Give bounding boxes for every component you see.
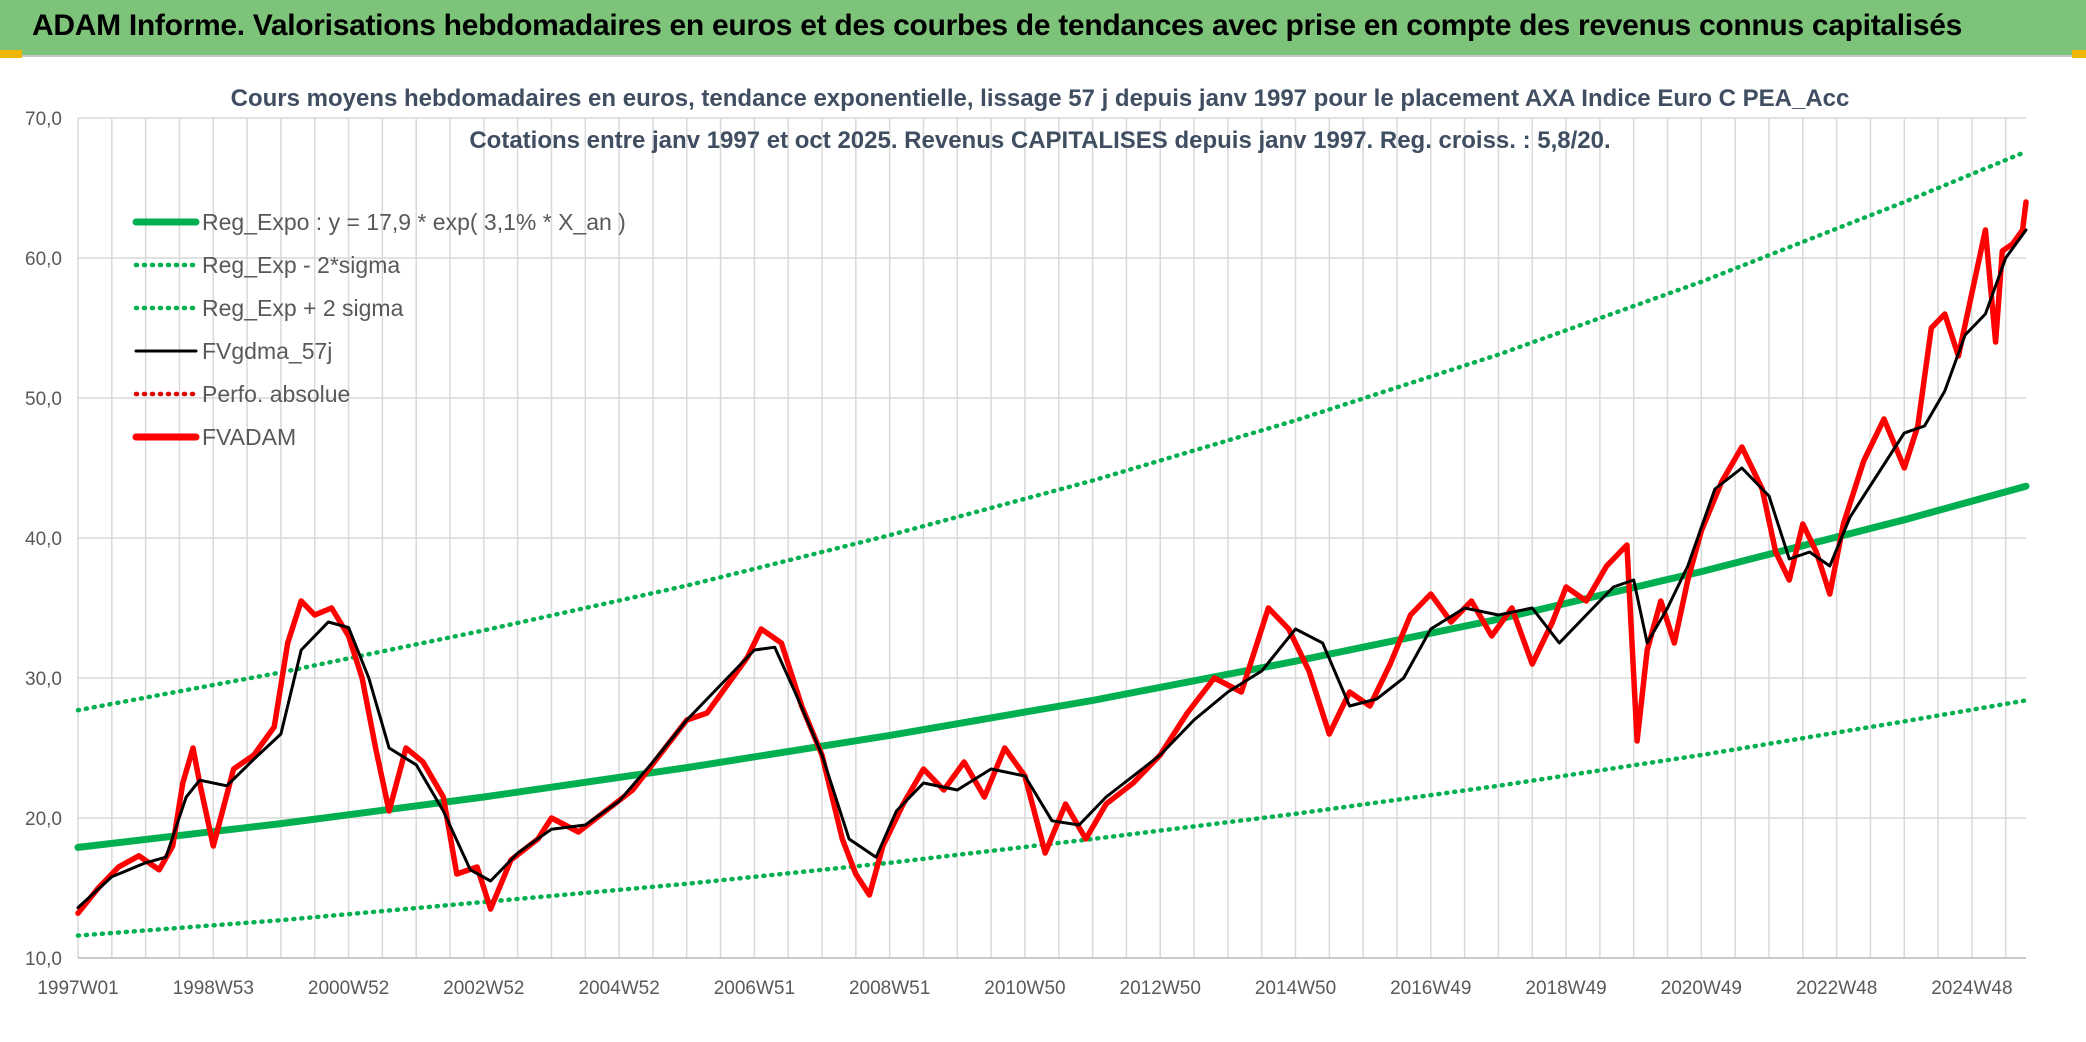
legend-label: Reg_Exp + 2 sigma <box>202 295 404 321</box>
x-tick-label: 2012W50 <box>1120 978 1201 999</box>
series-line-reg_expo <box>74 482 2030 851</box>
y-tick-label: 40,0 <box>25 529 62 550</box>
x-tick-label: 2004W52 <box>578 978 659 999</box>
trend-chart: 10,0 20,0 30,0 40,0 50,0 60,0 70,0 1997W01 1998W… <box>0 58 2086 1037</box>
y-tick-label: 30,0 <box>25 669 62 690</box>
x-tick-label: 2008W51 <box>849 978 930 999</box>
series-line-fvadam <box>75 199 2029 916</box>
series <box>74 149 2030 938</box>
series-line-reg_exp <box>75 149 2029 713</box>
y-tick-label: 20,0 <box>25 809 62 830</box>
x-tick-label: 2010W50 <box>984 978 1065 999</box>
x-tick-label: 2002W52 <box>443 978 524 999</box>
header-banner: ADAM Informe. Valorisations hebdomadaire… <box>0 0 2086 57</box>
x-tick-label: 2024W48 <box>1931 978 2012 999</box>
x-tick-label: 2000W52 <box>308 978 389 999</box>
chart-title-line: Cotations entre janv 1997 et oct 2025. R… <box>469 127 1610 154</box>
series-line-fvgdma_57j <box>76 228 2028 910</box>
x-tick-label: 2018W49 <box>1525 978 1606 999</box>
x-tick-label: 2006W51 <box>714 978 795 999</box>
x-tick-label: 1997W01 <box>37 978 118 999</box>
x-tick-label: 2020W49 <box>1661 978 1742 999</box>
y-tick-label: 10,0 <box>25 949 62 970</box>
legend: Reg_Expo : y = 17,9 * exp( 3,1% * X_an )… <box>132 209 626 450</box>
legend-label: FVgdma_57j <box>202 338 332 364</box>
page-title: ADAM Informe. Valorisations hebdomadaire… <box>32 9 1963 42</box>
y-tick-label: 50,0 <box>25 389 62 410</box>
y-tick-label: 70,0 <box>25 109 62 130</box>
y-tick-label: 60,0 <box>25 249 62 270</box>
x-tick-label: 2022W48 <box>1796 978 1877 999</box>
x-tick-label: 2016W49 <box>1390 978 1471 999</box>
chart-title-line: Cours moyens hebdomadaires en euros, ten… <box>231 85 1850 112</box>
axes: 10,0 20,0 30,0 40,0 50,0 60,0 70,0 1997W01 1998W… <box>25 109 2026 999</box>
x-tick-label: 2014W50 <box>1255 978 1336 999</box>
chart-title: Cours moyens hebdomadaires en euros, ten… <box>231 85 1850 154</box>
header-accent-left <box>0 50 22 58</box>
chart-background <box>0 58 2086 1037</box>
legend-label: Reg_Expo : y = 17,9 * exp( 3,1% * X_an ) <box>202 209 626 235</box>
x-tick-label: 1998W53 <box>173 978 254 999</box>
chart-area: 10,0 20,0 30,0 40,0 50,0 60,0 70,0 1997W01 1998W… <box>0 58 2086 1037</box>
legend-label: Reg_Exp - 2*sigma <box>202 252 400 278</box>
legend-label: Perfo. absolue <box>202 381 350 407</box>
series-line-reg_exp <box>75 698 2029 938</box>
legend-label: FVADAM <box>202 424 296 450</box>
header-accent-right <box>2072 50 2086 58</box>
